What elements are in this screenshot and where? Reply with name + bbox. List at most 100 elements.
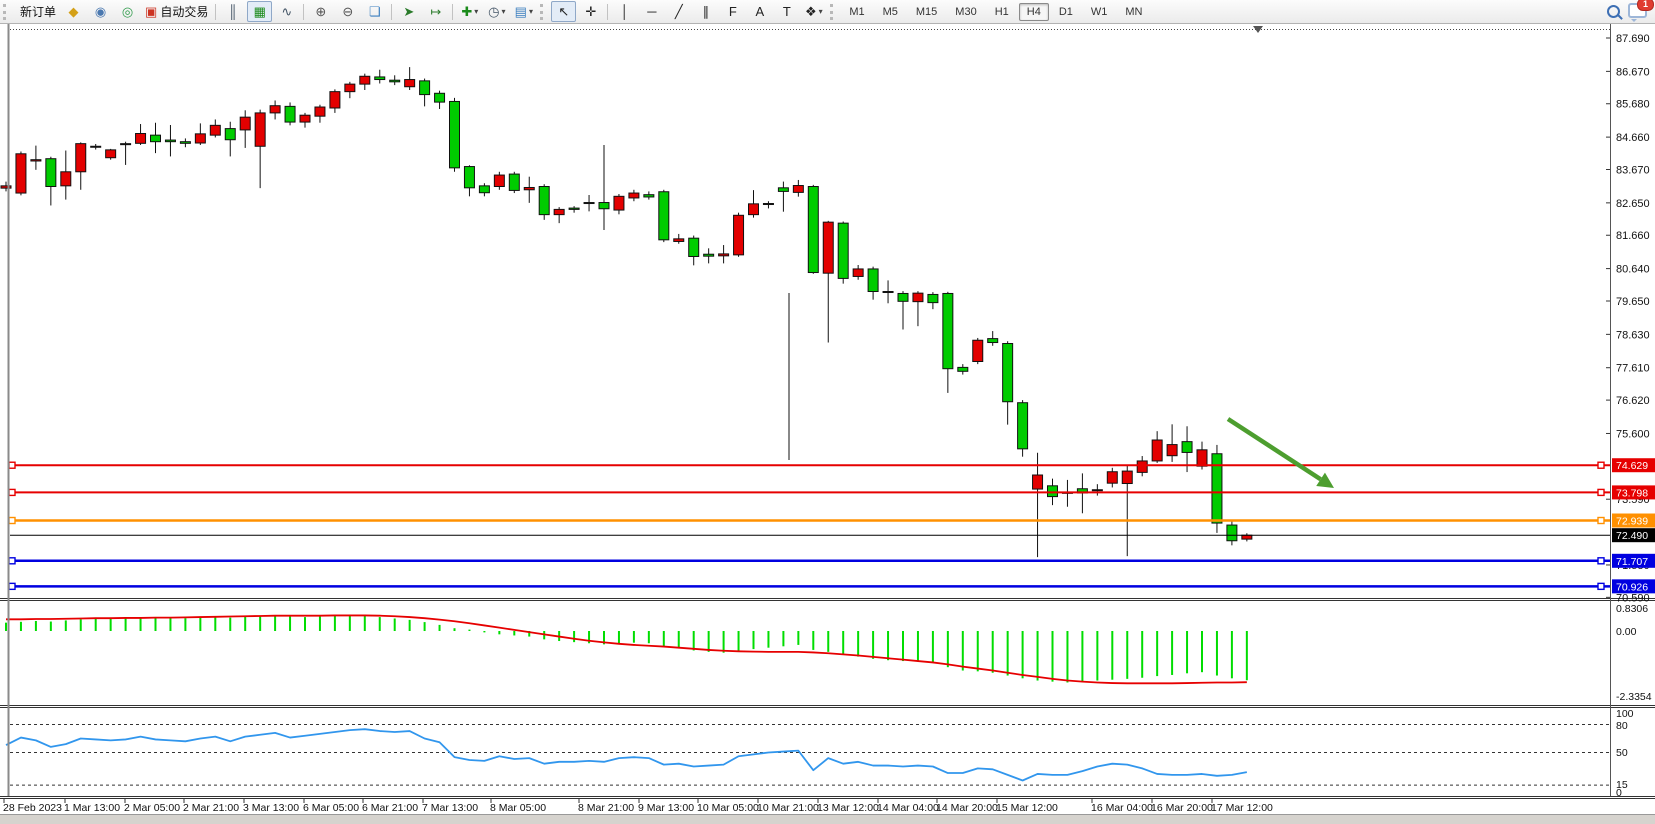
candle[interactable] [837,221,849,284]
candle[interactable] [912,291,924,327]
candle[interactable] [957,364,969,375]
line-anchor-handle[interactable] [8,582,16,591]
candle[interactable] [867,266,879,300]
candle[interactable] [284,102,296,126]
candle[interactable] [434,90,446,109]
timeframe-button-m30[interactable]: M30 [955,5,977,18]
candle[interactable] [194,123,206,145]
candle[interactable] [45,156,57,206]
candle[interactable] [478,183,490,197]
line-anchor-handle[interactable] [8,461,16,469]
candle[interactable] [718,245,730,264]
line-anchor-handle[interactable] [8,488,16,497]
candle[interactable] [897,291,909,330]
toolbar-grip[interactable] [540,3,546,20]
candle[interactable] [224,121,236,157]
timeframe-button-h4[interactable]: H4 [1018,2,1049,21]
candle[interactable] [1106,467,1118,488]
trendline-icon[interactable]: ╱ [666,1,691,22]
candle[interactable] [822,220,834,343]
horizontal-line-object[interactable] [8,582,1610,591]
toolbar-grip[interactable] [3,3,9,20]
candle[interactable] [673,233,685,244]
candle[interactable] [374,69,386,84]
candle[interactable] [239,110,251,148]
candle[interactable] [852,265,864,280]
chat-button[interactable]: 1 [1628,0,1654,21]
timeframe-button-h1[interactable]: H1 [994,5,1009,18]
candle[interactable] [90,143,102,150]
candle[interactable] [927,292,939,310]
candle[interactable] [613,194,625,215]
candle[interactable] [643,191,655,200]
fibonacci-icon[interactable]: F [720,1,745,22]
gold-coins-icon[interactable]: ◆ [61,1,86,22]
time-axis[interactable]: 28 Feb 2023 1 Mar 13:00 2 Mar 05:00 2 Mar 2… [3,798,1273,815]
candle[interactable] [329,89,341,113]
timeframe-button-d1[interactable]: D1 [1058,5,1073,18]
candle[interactable] [1017,400,1029,457]
candle[interactable] [0,181,12,192]
candle[interactable] [254,109,266,189]
candle[interactable] [419,78,431,107]
candle[interactable] [179,138,191,148]
candle[interactable] [493,171,505,190]
candle[interactable] [658,189,670,243]
crosshair-icon[interactable]: ✛ [578,1,603,22]
signals-icon[interactable]: ◎ [115,1,140,22]
candle[interactable] [733,212,745,257]
timeframe-button-mn[interactable]: MN [1125,5,1143,18]
candle[interactable] [1091,484,1103,496]
candle[interactable] [553,207,565,224]
candle[interactable] [449,97,460,172]
candle[interactable] [523,176,535,203]
candle[interactable] [703,248,715,264]
candle[interactable] [389,75,401,86]
main-chart-pane[interactable] [10,24,1610,598]
horizontal-line-object[interactable] [8,488,1610,497]
auto-scroll-icon[interactable]: ➤ [396,1,421,22]
price-axis[interactable]: 87.690 86.670 85.680 84.660 83.670 82.650 81.6… [1606,33,1655,799]
line-chart-icon[interactable]: ∿ [274,1,299,22]
candle[interactable] [1211,444,1223,533]
accounts-icon[interactable]: ◉ [88,1,113,22]
timeframe-button-m1[interactable]: M1 [849,5,865,18]
candle[interactable] [344,81,356,99]
candle[interactable] [1002,341,1014,425]
periods-button[interactable]: ◷ ▾ [484,1,509,22]
candle[interactable] [404,67,416,91]
text-icon[interactable]: A [747,1,772,22]
candle[interactable] [1166,424,1178,462]
candle[interactable] [972,337,984,365]
new-order-button[interactable]: 新订单 [14,1,59,22]
line-anchor-handle[interactable] [8,516,16,525]
candle[interactable] [60,150,72,200]
candle[interactable] [209,119,221,138]
candle[interactable] [598,144,610,231]
chart-shift-icon[interactable]: ↦ [423,1,448,22]
candle[interactable] [463,165,475,197]
trend-arrow-object[interactable] [1226,417,1334,488]
zoom-in-icon[interactable]: ⊕ [308,1,333,22]
candle[interactable] [762,201,774,209]
candle[interactable] [120,141,132,165]
timeframe-button-w1[interactable]: W1 [1090,5,1108,18]
candle[interactable] [1032,452,1044,558]
candle[interactable] [568,206,580,213]
tile-windows-icon[interactable]: ❏ [362,1,387,22]
candle[interactable] [164,125,176,157]
candle[interactable] [105,148,117,160]
chart-shift-marker-icon[interactable] [1253,26,1263,33]
candle[interactable] [299,112,311,128]
line-anchor-handle[interactable] [1597,461,1605,469]
candle[interactable] [150,122,161,154]
candle[interactable] [807,184,819,274]
indicators-button[interactable]: ✚ ▾ [457,1,482,22]
vertical-line-icon[interactable]: │ [612,1,637,22]
line-anchor-handle[interactable] [1597,516,1605,525]
candle[interactable] [314,104,326,123]
line-anchor-handle[interactable] [1597,582,1605,591]
candle[interactable] [1151,431,1163,463]
templates-button[interactable]: ▤ ▾ [511,1,536,22]
